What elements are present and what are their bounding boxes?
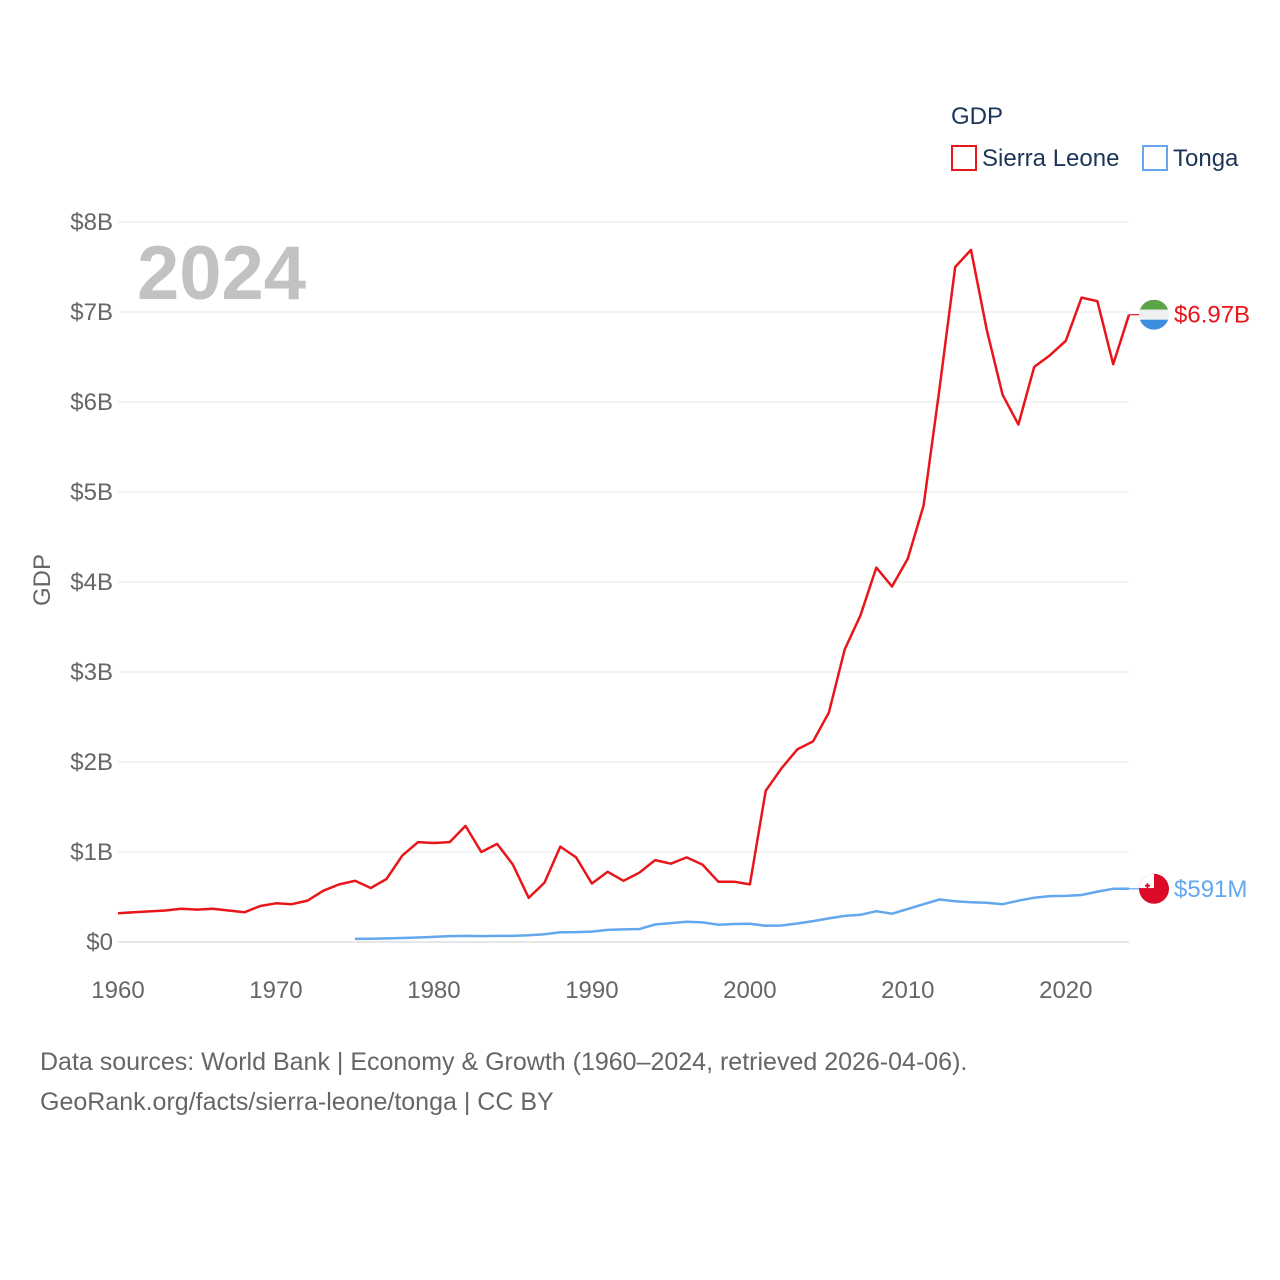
- end-labels: $6.97B $591M: [1129, 299, 1250, 904]
- x-tick-label: 2020: [1039, 977, 1092, 1004]
- y-tick-label: $4B: [70, 569, 113, 596]
- series-lines: [117, 248, 1131, 941]
- x-axis-ticks: 1960 1970 1980 1990 2000 2010 2020: [91, 977, 1092, 1004]
- sierra-leone-flag-icon: [1139, 299, 1169, 330]
- gdp-line-chart: $0$1B$2B$3B$4B$5B$6B$7B$8B 1960 1970 1980 1…: [29, 103, 1250, 1004]
- end-value-label: $6.97B: [1174, 302, 1250, 329]
- legend-label: Sierra Leone: [982, 145, 1119, 172]
- y-tick-label: $0: [86, 929, 113, 956]
- y-tick-label: $5B: [70, 479, 113, 506]
- y-tick-label: $8B: [70, 209, 113, 236]
- y-axis-title: GDP: [29, 554, 56, 606]
- x-tick-label: 2000: [723, 977, 776, 1004]
- grid-lines: [118, 221, 1129, 943]
- legend-title: GDP: [951, 103, 1003, 130]
- legend-label: Tonga: [1173, 145, 1239, 172]
- legend-items: Sierra Leone Tonga: [951, 145, 1239, 172]
- source-url: GeoRank.org/facts/sierra-leone/tonga | C…: [40, 1088, 554, 1116]
- legend: GDP Sierra Leone Tonga: [951, 103, 1239, 172]
- y-tick-label: $1B: [70, 839, 113, 866]
- data-source-note: Data sources: World Bank | Economy & Gro…: [40, 1048, 968, 1076]
- series-line-sierra-leone: [117, 248, 1131, 915]
- year-label: 2024: [137, 231, 306, 316]
- x-tick-label: 1960: [91, 977, 144, 1004]
- series-line-tonga: [354, 887, 1129, 941]
- x-tick-label: 2010: [881, 977, 934, 1004]
- legend-swatch: [951, 145, 977, 171]
- footer: Data sources: World Bank | Economy & Gro…: [40, 1042, 1240, 1122]
- y-tick-label: $7B: [70, 299, 113, 326]
- tonga-flag-icon: [1139, 873, 1169, 904]
- x-tick-label: 1980: [407, 977, 460, 1004]
- legend-item-sierra-leone[interactable]: Sierra Leone: [951, 145, 1119, 172]
- y-tick-label: $6B: [70, 389, 113, 416]
- x-tick-label: 1990: [565, 977, 618, 1004]
- y-axis-ticks: $0 $1B $2B $3B $4B $5B $6B $7B $8B: [70, 209, 113, 956]
- y-tick-label: $2B: [70, 749, 113, 776]
- y-tick-label: $3B: [70, 659, 113, 686]
- end-value-label: $591M: [1174, 876, 1247, 903]
- legend-item-tonga[interactable]: Tonga: [1142, 145, 1239, 172]
- x-tick-label: 1970: [249, 977, 302, 1004]
- legend-swatch: [1142, 145, 1168, 171]
